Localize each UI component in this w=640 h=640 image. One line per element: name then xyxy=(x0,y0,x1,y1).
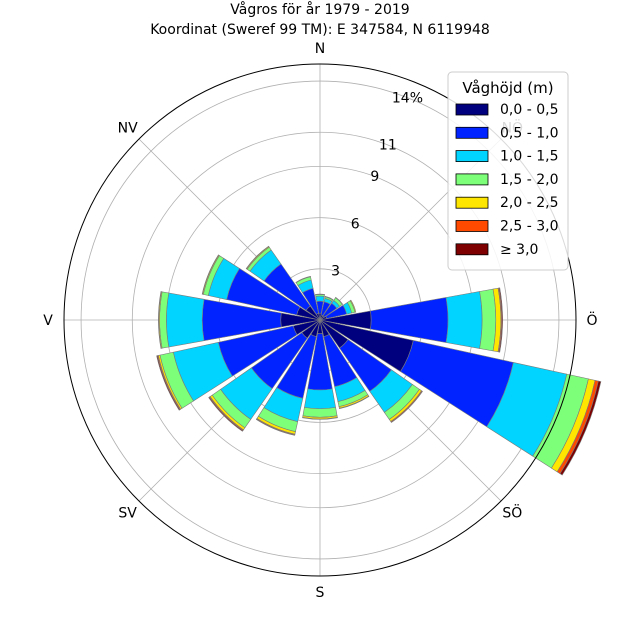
bar-8-series-2 xyxy=(304,388,336,410)
legend: Våghöjd (m) 0,0 - 0,5 0,5 - 1,0 1,0 - 1,5 1… xyxy=(447,71,569,271)
legend-swatch-0 xyxy=(455,103,489,116)
bar-1-series-4 xyxy=(324,295,334,301)
bar-12-series-5 xyxy=(158,291,162,349)
direction-label-4: S xyxy=(316,585,325,601)
bar-8-series-5 xyxy=(302,417,338,420)
legend-label-4: 2,0 - 2,5 xyxy=(500,195,558,211)
legend-swatch-4 xyxy=(455,196,489,209)
legend-swatch-3 xyxy=(455,173,489,186)
bar-4-series-3 xyxy=(479,288,497,352)
direction-label-3: SÖ xyxy=(502,503,522,521)
outer-circle xyxy=(63,63,577,577)
direction-label-0: N xyxy=(315,41,325,57)
radial-label-3: 11 xyxy=(379,138,397,154)
bar-0-series-2 xyxy=(315,295,325,302)
direction-label-2: Ö xyxy=(586,311,597,329)
chart-subtitle: Koordinat (Sweref 99 TM): E 347584, N 61… xyxy=(150,22,490,38)
bar-4-series-6 xyxy=(498,287,503,353)
radial-label-4: 14% xyxy=(392,90,423,106)
legend-label-2: 1,0 - 1,5 xyxy=(500,149,558,165)
legend-swatch-2 xyxy=(455,150,489,163)
bar-8-series-3 xyxy=(302,407,338,418)
legend-swatch-5 xyxy=(455,220,489,232)
rose-bars xyxy=(156,245,602,476)
direction-label-7: NV xyxy=(118,121,138,137)
legend-label-6: ≥ 3,0 xyxy=(500,242,538,258)
bar-10-series-6 xyxy=(208,396,244,432)
legend-swatch-6 xyxy=(455,243,489,256)
legend-swatch-1 xyxy=(455,126,489,139)
direction-label-6: V xyxy=(43,313,53,329)
bar-4-series-2 xyxy=(445,291,483,349)
chart-title: Vågros för år 1979 - 2019 xyxy=(230,1,409,18)
polar-frame xyxy=(63,63,577,577)
bar-3-series-4 xyxy=(349,299,357,313)
bar-7-series-5 xyxy=(339,395,370,410)
bar-6-series-6 xyxy=(390,390,423,423)
bar-14-series-5 xyxy=(245,245,270,270)
legend-label-5: 2,5 - 3,0 xyxy=(500,219,558,235)
bar-2-series-4 xyxy=(335,296,344,305)
legend-label-0: 0,0 - 0,5 xyxy=(500,102,558,118)
legend-label-1: 0,5 - 1,0 xyxy=(500,125,558,141)
bar-0-series-4 xyxy=(315,293,325,296)
bar-9-series-6 xyxy=(255,418,296,436)
radial-label-0: 3 xyxy=(331,264,340,280)
bar-5-series-6 xyxy=(559,380,602,476)
direction-label-5: SV xyxy=(118,505,137,521)
axis-labels: NNÖÖSÖSSVVNV3691114% xyxy=(43,41,597,601)
legend-items: 0,0 - 0,5 0,5 - 1,0 1,0 - 1,5 1,5 - 2,0 2,0 … xyxy=(455,102,558,258)
bar-15-series-4 xyxy=(295,275,311,284)
legend-label-3: 1,5 - 2,0 xyxy=(500,172,558,188)
radial-label-2: 9 xyxy=(370,169,379,185)
radial-label-1: 6 xyxy=(351,216,360,232)
bar-13-series-5 xyxy=(201,254,220,295)
bar-11-series-6 xyxy=(156,355,181,411)
bar-12-series-2 xyxy=(166,292,205,348)
legend-title: Våghöjd (m) xyxy=(462,79,553,97)
